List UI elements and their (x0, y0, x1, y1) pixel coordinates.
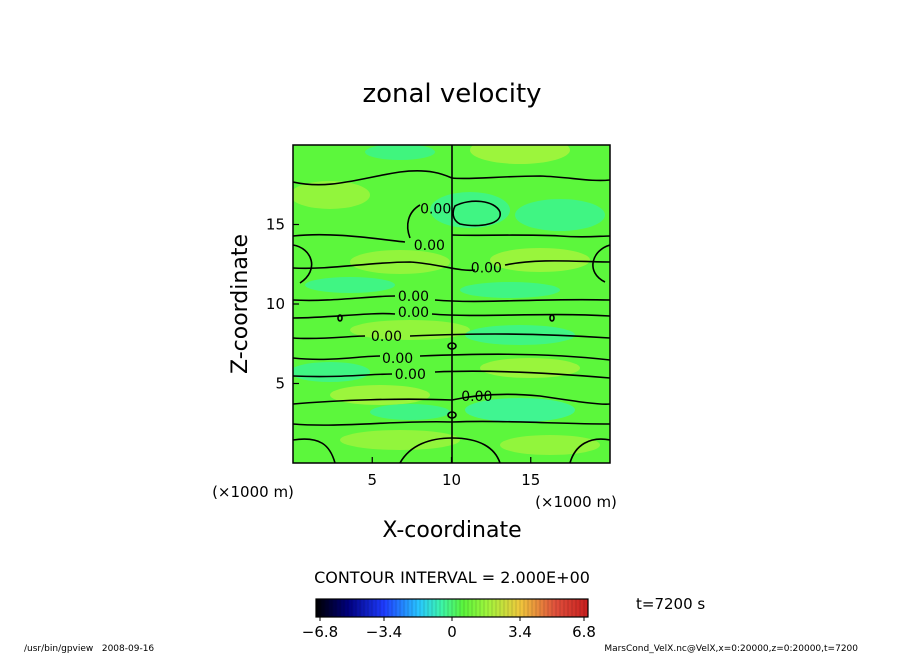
footer-left: /usr/bin/gpview 2008-09-16 (24, 644, 154, 654)
time-label: t=7200 s (636, 595, 705, 613)
x-axis-title: X-coordinate (382, 518, 521, 543)
contour-interval: CONTOUR INTERVAL = 2.000E+00 (314, 568, 590, 587)
contour-label: 0.00 (398, 305, 429, 321)
contour-line-15 (293, 438, 336, 463)
contour-line-16 (399, 437, 501, 463)
x-unit-label: (×1000 m) (535, 493, 617, 511)
x-tick-label: 5 (367, 471, 377, 489)
x-axis-ticks: 5 10 15 (367, 457, 540, 489)
y-tick-label: 10 (266, 295, 285, 313)
contour-line-11 (293, 353, 610, 361)
contour-lines (293, 145, 610, 463)
contour-line-12 (293, 370, 610, 379)
contour-label: 0.00 (371, 329, 402, 345)
contour-line-10 (293, 333, 610, 340)
contour-line-8 (293, 295, 610, 303)
contour-label: 0.00 (382, 351, 413, 367)
contour-line-5 (293, 260, 610, 272)
y-tick-label: 5 (275, 375, 285, 393)
contour-labels: 0.000.000.000.000.000.000.000.000.00 (371, 202, 502, 406)
y-axis-ticks: 5 10 15 (266, 216, 299, 393)
y-unit-label: (×1000 m) (212, 483, 294, 501)
contour-line-3 (406, 204, 421, 239)
contour-loop-4 (549, 314, 555, 322)
contour-label: 0.00 (471, 260, 502, 276)
footer-right: MarsCond_VelX.nc@VelX,x=0:20000,z=0:2000… (604, 644, 858, 654)
colorbar-tick-label: 6.8 (572, 623, 596, 641)
contour-label: 0.00 (398, 289, 429, 305)
contour-line-6 (293, 244, 313, 284)
colorbar-tick-label: −6.8 (302, 623, 338, 641)
contour-line-1 (293, 170, 610, 186)
contour-line-14 (293, 420, 610, 426)
plot-area (293, 145, 610, 463)
field-shading (293, 145, 605, 455)
x-tick-label: 15 (521, 471, 540, 489)
colorbar-tick-label: −3.4 (366, 623, 402, 641)
contour-loop-3 (337, 314, 343, 322)
contour-line-9 (293, 312, 610, 319)
contour-label: 0.00 (395, 367, 426, 383)
colorbar-tick-label: 0 (447, 623, 457, 641)
y-axis-title: Z-coordinate (228, 234, 253, 374)
chart-title: zonal velocity (362, 79, 541, 109)
contour-loop-2 (447, 411, 457, 419)
contour-loop-1 (447, 342, 457, 350)
contour-label: 0.00 (420, 202, 451, 218)
contour-label: 0.00 (461, 389, 492, 405)
contour-line-4 (452, 200, 501, 227)
contour-line-7 (592, 244, 610, 283)
contour-line-13 (293, 393, 610, 405)
colorbar-ticks: −6.8 −3.4 0 3.4 6.8 (302, 599, 596, 641)
contour-line-17 (569, 438, 610, 463)
y-tick-label: 15 (266, 216, 285, 234)
x-tick-label: 10 (442, 471, 461, 489)
contour-label: 0.00 (414, 238, 445, 254)
colorbar-tick-label: 3.4 (508, 623, 532, 641)
contour-line-2 (293, 233, 610, 243)
